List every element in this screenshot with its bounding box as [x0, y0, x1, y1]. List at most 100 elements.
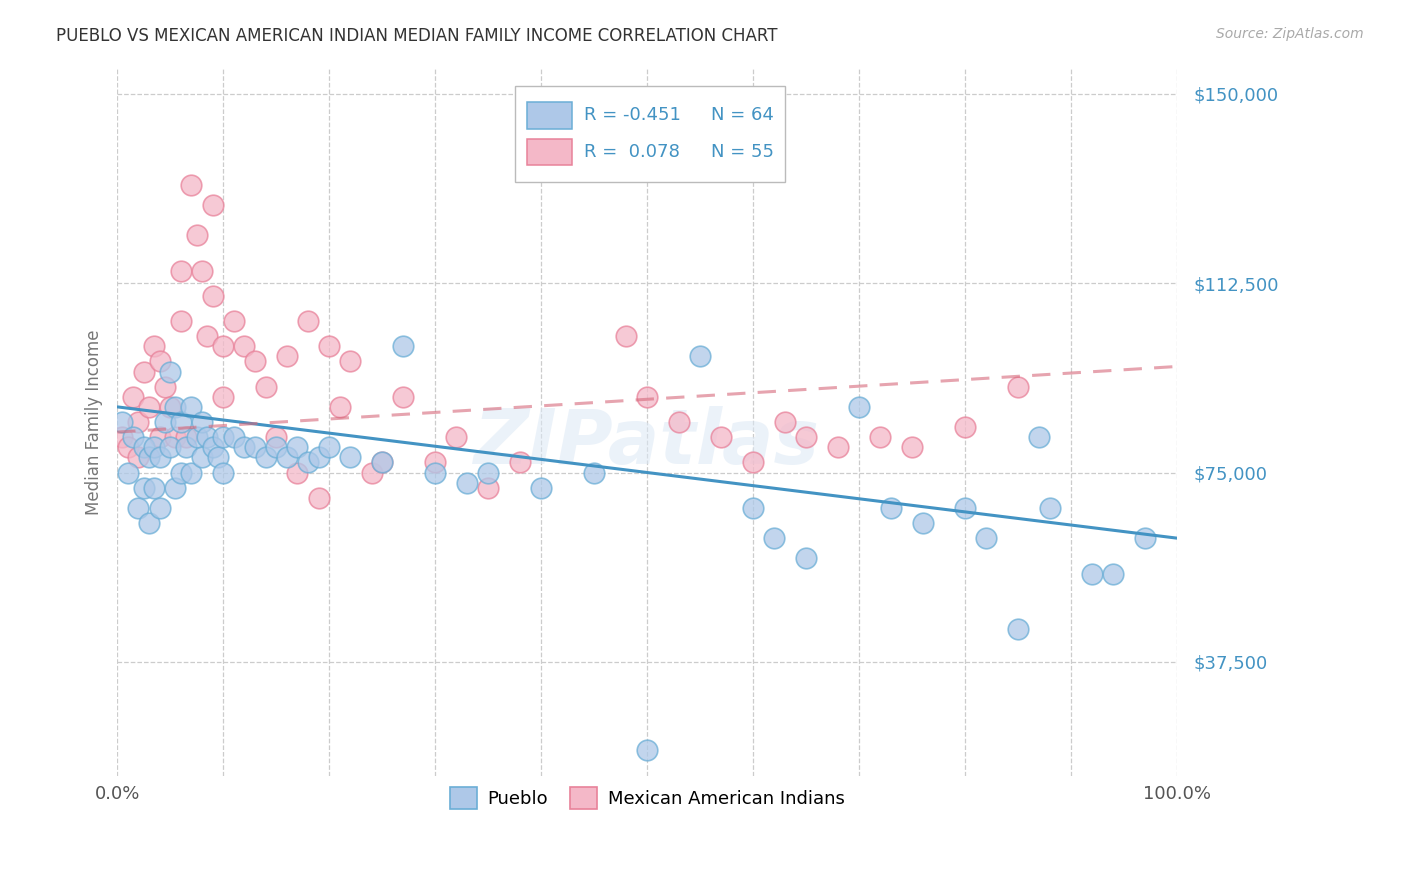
Point — [159, 440, 181, 454]
Point — [117, 466, 139, 480]
Point — [773, 415, 796, 429]
Point — [170, 415, 193, 429]
Bar — [515, 87, 785, 182]
Point — [329, 400, 352, 414]
Point — [264, 440, 287, 454]
Point — [509, 455, 531, 469]
Point — [207, 450, 229, 465]
Point — [191, 450, 214, 465]
Point — [911, 516, 934, 530]
Point — [371, 455, 394, 469]
Point — [901, 440, 924, 454]
Point — [276, 450, 298, 465]
Point — [233, 339, 256, 353]
Point — [153, 415, 176, 429]
Text: R =  0.078: R = 0.078 — [583, 143, 679, 161]
Point — [180, 178, 202, 192]
Point — [191, 415, 214, 429]
Point — [127, 500, 149, 515]
Point — [149, 450, 172, 465]
Point — [186, 430, 208, 444]
Point — [127, 450, 149, 465]
Point — [143, 339, 166, 353]
Point — [111, 415, 134, 429]
Point — [794, 551, 817, 566]
Point — [243, 440, 266, 454]
Point — [143, 481, 166, 495]
Point — [880, 500, 903, 515]
Point — [794, 430, 817, 444]
Point — [149, 500, 172, 515]
Point — [869, 430, 891, 444]
Text: ZIPatlas: ZIPatlas — [474, 406, 820, 480]
Point — [149, 354, 172, 368]
Point — [201, 289, 224, 303]
Text: Source: ZipAtlas.com: Source: ZipAtlas.com — [1216, 27, 1364, 41]
Point — [689, 350, 711, 364]
Point — [953, 420, 976, 434]
Point — [165, 430, 187, 444]
Point — [132, 481, 155, 495]
Point — [191, 263, 214, 277]
Point — [974, 531, 997, 545]
Point — [212, 430, 235, 444]
Point — [827, 440, 849, 454]
Point — [742, 500, 765, 515]
Point — [212, 390, 235, 404]
Point — [742, 455, 765, 469]
Bar — [527, 102, 572, 128]
Point — [446, 430, 468, 444]
Point — [763, 531, 786, 545]
Point — [339, 354, 361, 368]
Point — [174, 430, 197, 444]
Point — [222, 314, 245, 328]
Point — [668, 415, 690, 429]
Y-axis label: Median Family Income: Median Family Income — [86, 329, 103, 515]
Point — [636, 390, 658, 404]
Point — [285, 466, 308, 480]
Point — [1028, 430, 1050, 444]
Point — [174, 440, 197, 454]
Point — [159, 364, 181, 378]
Point — [1007, 622, 1029, 636]
Point — [212, 339, 235, 353]
Text: PUEBLO VS MEXICAN AMERICAN INDIAN MEDIAN FAMILY INCOME CORRELATION CHART: PUEBLO VS MEXICAN AMERICAN INDIAN MEDIAN… — [56, 27, 778, 45]
Point — [159, 400, 181, 414]
Point — [180, 466, 202, 480]
Point — [848, 400, 870, 414]
Text: R = -0.451: R = -0.451 — [583, 106, 681, 124]
Point — [276, 350, 298, 364]
Point — [297, 455, 319, 469]
Point — [456, 475, 478, 490]
Point — [122, 430, 145, 444]
Point — [212, 466, 235, 480]
Point — [165, 400, 187, 414]
Point — [201, 198, 224, 212]
Point — [614, 329, 637, 343]
Point — [371, 455, 394, 469]
Point — [111, 430, 134, 444]
Point — [254, 379, 277, 393]
Point — [186, 228, 208, 243]
Bar — [527, 138, 572, 165]
Point — [1039, 500, 1062, 515]
Point — [710, 430, 733, 444]
Point — [122, 390, 145, 404]
Point — [285, 440, 308, 454]
Point — [138, 450, 160, 465]
Point — [127, 415, 149, 429]
Text: N = 64: N = 64 — [710, 106, 773, 124]
Point — [1081, 566, 1104, 581]
Point — [1102, 566, 1125, 581]
Point — [1007, 379, 1029, 393]
Point — [636, 743, 658, 757]
Point — [180, 400, 202, 414]
Point — [117, 440, 139, 454]
Point — [583, 466, 606, 480]
Point — [477, 466, 499, 480]
Point — [143, 440, 166, 454]
Point — [308, 450, 330, 465]
Point — [170, 263, 193, 277]
Text: N = 55: N = 55 — [710, 143, 773, 161]
Point — [138, 516, 160, 530]
